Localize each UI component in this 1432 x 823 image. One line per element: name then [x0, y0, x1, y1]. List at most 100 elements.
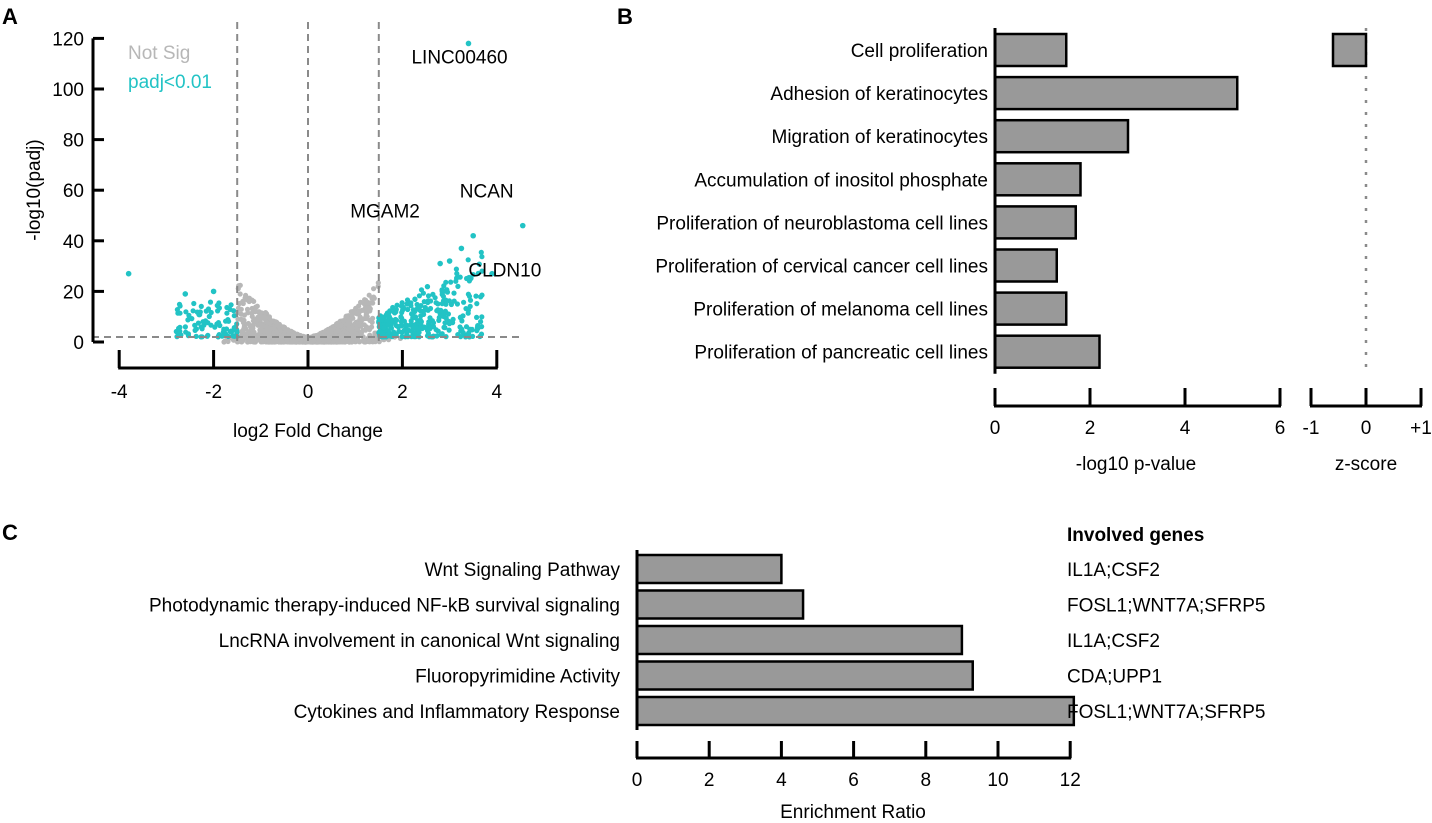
gene-point	[361, 322, 367, 328]
gene-point	[318, 330, 324, 336]
b-bar-4	[993, 205, 1077, 240]
gene-point	[368, 300, 374, 306]
gene-point	[398, 303, 405, 309]
gene-point	[329, 327, 335, 333]
c-x-tick-label: 0	[632, 770, 643, 791]
gene-point	[454, 271, 460, 277]
labeled-gene-point-0	[465, 40, 472, 47]
legend-padj: padj<0.01	[128, 72, 212, 93]
gene-point	[421, 299, 427, 305]
gene-point	[273, 319, 279, 325]
gene-point	[428, 298, 434, 304]
gene-point	[243, 292, 249, 298]
gene-point	[439, 301, 445, 307]
gene-point	[224, 310, 230, 316]
c-axes: 0 2 4 6 8 10 12	[632, 550, 1081, 791]
gene-point	[249, 297, 255, 303]
gene-point	[455, 332, 461, 338]
gene-point	[436, 317, 442, 323]
c-category-label: Wnt Signaling Pathway	[425, 560, 621, 581]
gene-point	[441, 283, 447, 289]
gene-point	[405, 306, 411, 313]
gene-point	[427, 315, 433, 321]
gene-point	[264, 320, 270, 326]
gene-point	[250, 331, 256, 337]
gene-point	[223, 326, 230, 332]
b-x-tick-label: 6	[1275, 418, 1286, 439]
gene-point	[206, 313, 212, 320]
c-x-tick-label: 8	[921, 770, 932, 791]
b-category-label: Accumulation of inositol phosphate	[694, 170, 988, 191]
volcano-y-tick-label: 40	[63, 232, 84, 253]
involved-genes-row: FOSL1;WNT7A;SFRP5	[1067, 702, 1266, 723]
gene-point	[248, 324, 254, 330]
b-category-label: Cell proliferation	[851, 41, 988, 62]
gene-point	[441, 324, 447, 330]
gene-point	[238, 306, 244, 312]
gene-point	[364, 306, 371, 313]
panel-label-a: A	[2, 4, 18, 29]
gene-point	[385, 331, 391, 338]
gene-point	[474, 301, 480, 307]
gene-point	[222, 338, 228, 344]
gene-point	[207, 299, 214, 305]
gene-point	[252, 317, 258, 323]
gene-point	[240, 319, 246, 326]
gene-point	[404, 297, 411, 303]
gene-point	[371, 286, 377, 292]
gene-point	[205, 306, 212, 312]
outlier-point-5	[489, 270, 495, 277]
volcano-y-tick-label: 20	[63, 282, 84, 303]
gene-point	[376, 318, 382, 324]
involved-genes-row: FOSL1;WNT7A;SFRP5	[1067, 596, 1266, 617]
c-bar-0	[635, 553, 783, 585]
volcano-x-tick-label: 0	[303, 382, 314, 403]
gene-point	[185, 317, 191, 323]
b-category-label: Proliferation of melanoma cell lines	[693, 300, 988, 321]
gene-point	[370, 337, 376, 343]
c-bars: Wnt Signaling Pathway Photodynamic therap…	[149, 553, 1076, 727]
gene-point	[439, 331, 445, 337]
b-x-title: -log10 p-value	[1076, 454, 1196, 475]
gene-point	[479, 254, 485, 260]
gene-point	[369, 295, 375, 301]
b-x-tick-label: 0	[990, 418, 1001, 439]
gene-point	[341, 318, 347, 324]
b-bar-1	[993, 75, 1239, 111]
gene-point	[228, 302, 234, 308]
gene-point	[190, 308, 196, 314]
gene-point	[227, 329, 233, 335]
gene-point	[427, 305, 434, 312]
gene-point	[446, 327, 452, 333]
gene-point	[231, 325, 237, 331]
gene-point	[237, 291, 243, 297]
involved-genes-row: IL1A;CSF2	[1067, 631, 1160, 652]
b-bar-6	[993, 291, 1068, 326]
gene-point	[239, 336, 245, 343]
gene-point	[182, 324, 188, 330]
gene-point	[230, 333, 236, 339]
gene-point	[414, 325, 420, 332]
c-category-label: LncRNA involvement in canonical Wnt sign…	[219, 631, 620, 652]
gene-point	[455, 283, 461, 289]
gene-point	[394, 302, 400, 308]
b-category-label: Proliferation of pancreatic cell lines	[694, 343, 988, 364]
gene-point	[214, 321, 220, 327]
gene-point	[465, 307, 471, 313]
gene-point	[418, 287, 425, 293]
gene-point	[465, 291, 471, 297]
gene-point	[417, 317, 423, 323]
gene-point	[399, 315, 405, 321]
gene-label-2: MGAM2	[350, 202, 420, 223]
gene-point	[354, 322, 360, 328]
gene-point	[414, 301, 420, 308]
gene-point	[426, 321, 432, 327]
volcano-x-tick-label: -2	[205, 382, 222, 403]
gene-point	[393, 306, 399, 313]
gene-point	[258, 313, 264, 319]
volcano-x-tick-label: 2	[397, 382, 408, 403]
genes-header: Involved genes	[1067, 525, 1204, 546]
pathway-bar-chart: Cell proliferation Adhesion of keratinocy…	[655, 28, 1432, 475]
b-bar-5	[993, 248, 1058, 283]
